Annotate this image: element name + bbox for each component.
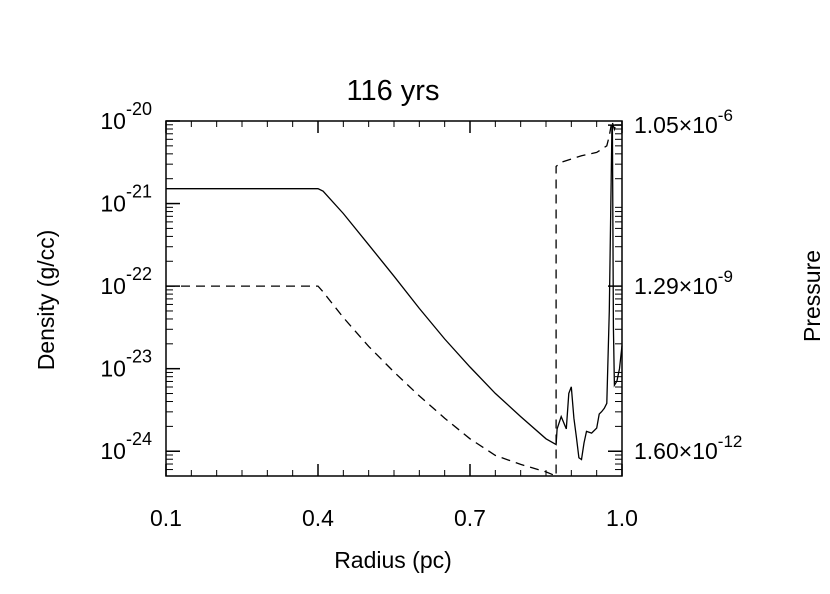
chart-title: 116 yrs: [347, 75, 440, 107]
series-layer: [166, 120, 623, 477]
x-axis-label: Radius (pc): [334, 547, 452, 573]
y-tick-label: 10-22: [100, 264, 152, 299]
y-tick-label: 10-21: [100, 182, 152, 217]
y-tick-label: 10-24: [100, 429, 152, 464]
x-axis-ticks: 0.1 0.4 0.7 1.0: [150, 121, 638, 531]
y-axis-ticks: 10-20 10-21 10-22 10-23 10-24: [100, 99, 180, 464]
x-tick-label: 0.7: [454, 505, 486, 531]
pressure-series-line: [166, 120, 618, 477]
plot-frame: [165, 120, 623, 477]
x-tick-label: 0.4: [302, 505, 334, 531]
y-tick-label: 10-20: [100, 99, 152, 134]
y-right-axis-label: Pressure: [799, 250, 825, 342]
y-right-tick-label: 1.60×10-12: [634, 432, 742, 464]
y-right-tick-label: 1.05×10-6: [634, 106, 733, 138]
y-axis-label: Density (g/cc): [33, 230, 59, 371]
x-tick-label: 0.1: [150, 505, 182, 531]
y-right-tick-label: 1.29×10-9: [634, 267, 733, 299]
x-tick-label: 1.0: [606, 505, 638, 531]
density-series-line: [166, 125, 623, 461]
minor-ticks: [166, 121, 622, 476]
right-axis-ticks: 1.05×10-6 1.29×10-9 1.60×10-12: [608, 106, 742, 464]
y-tick-label: 10-23: [100, 347, 152, 382]
